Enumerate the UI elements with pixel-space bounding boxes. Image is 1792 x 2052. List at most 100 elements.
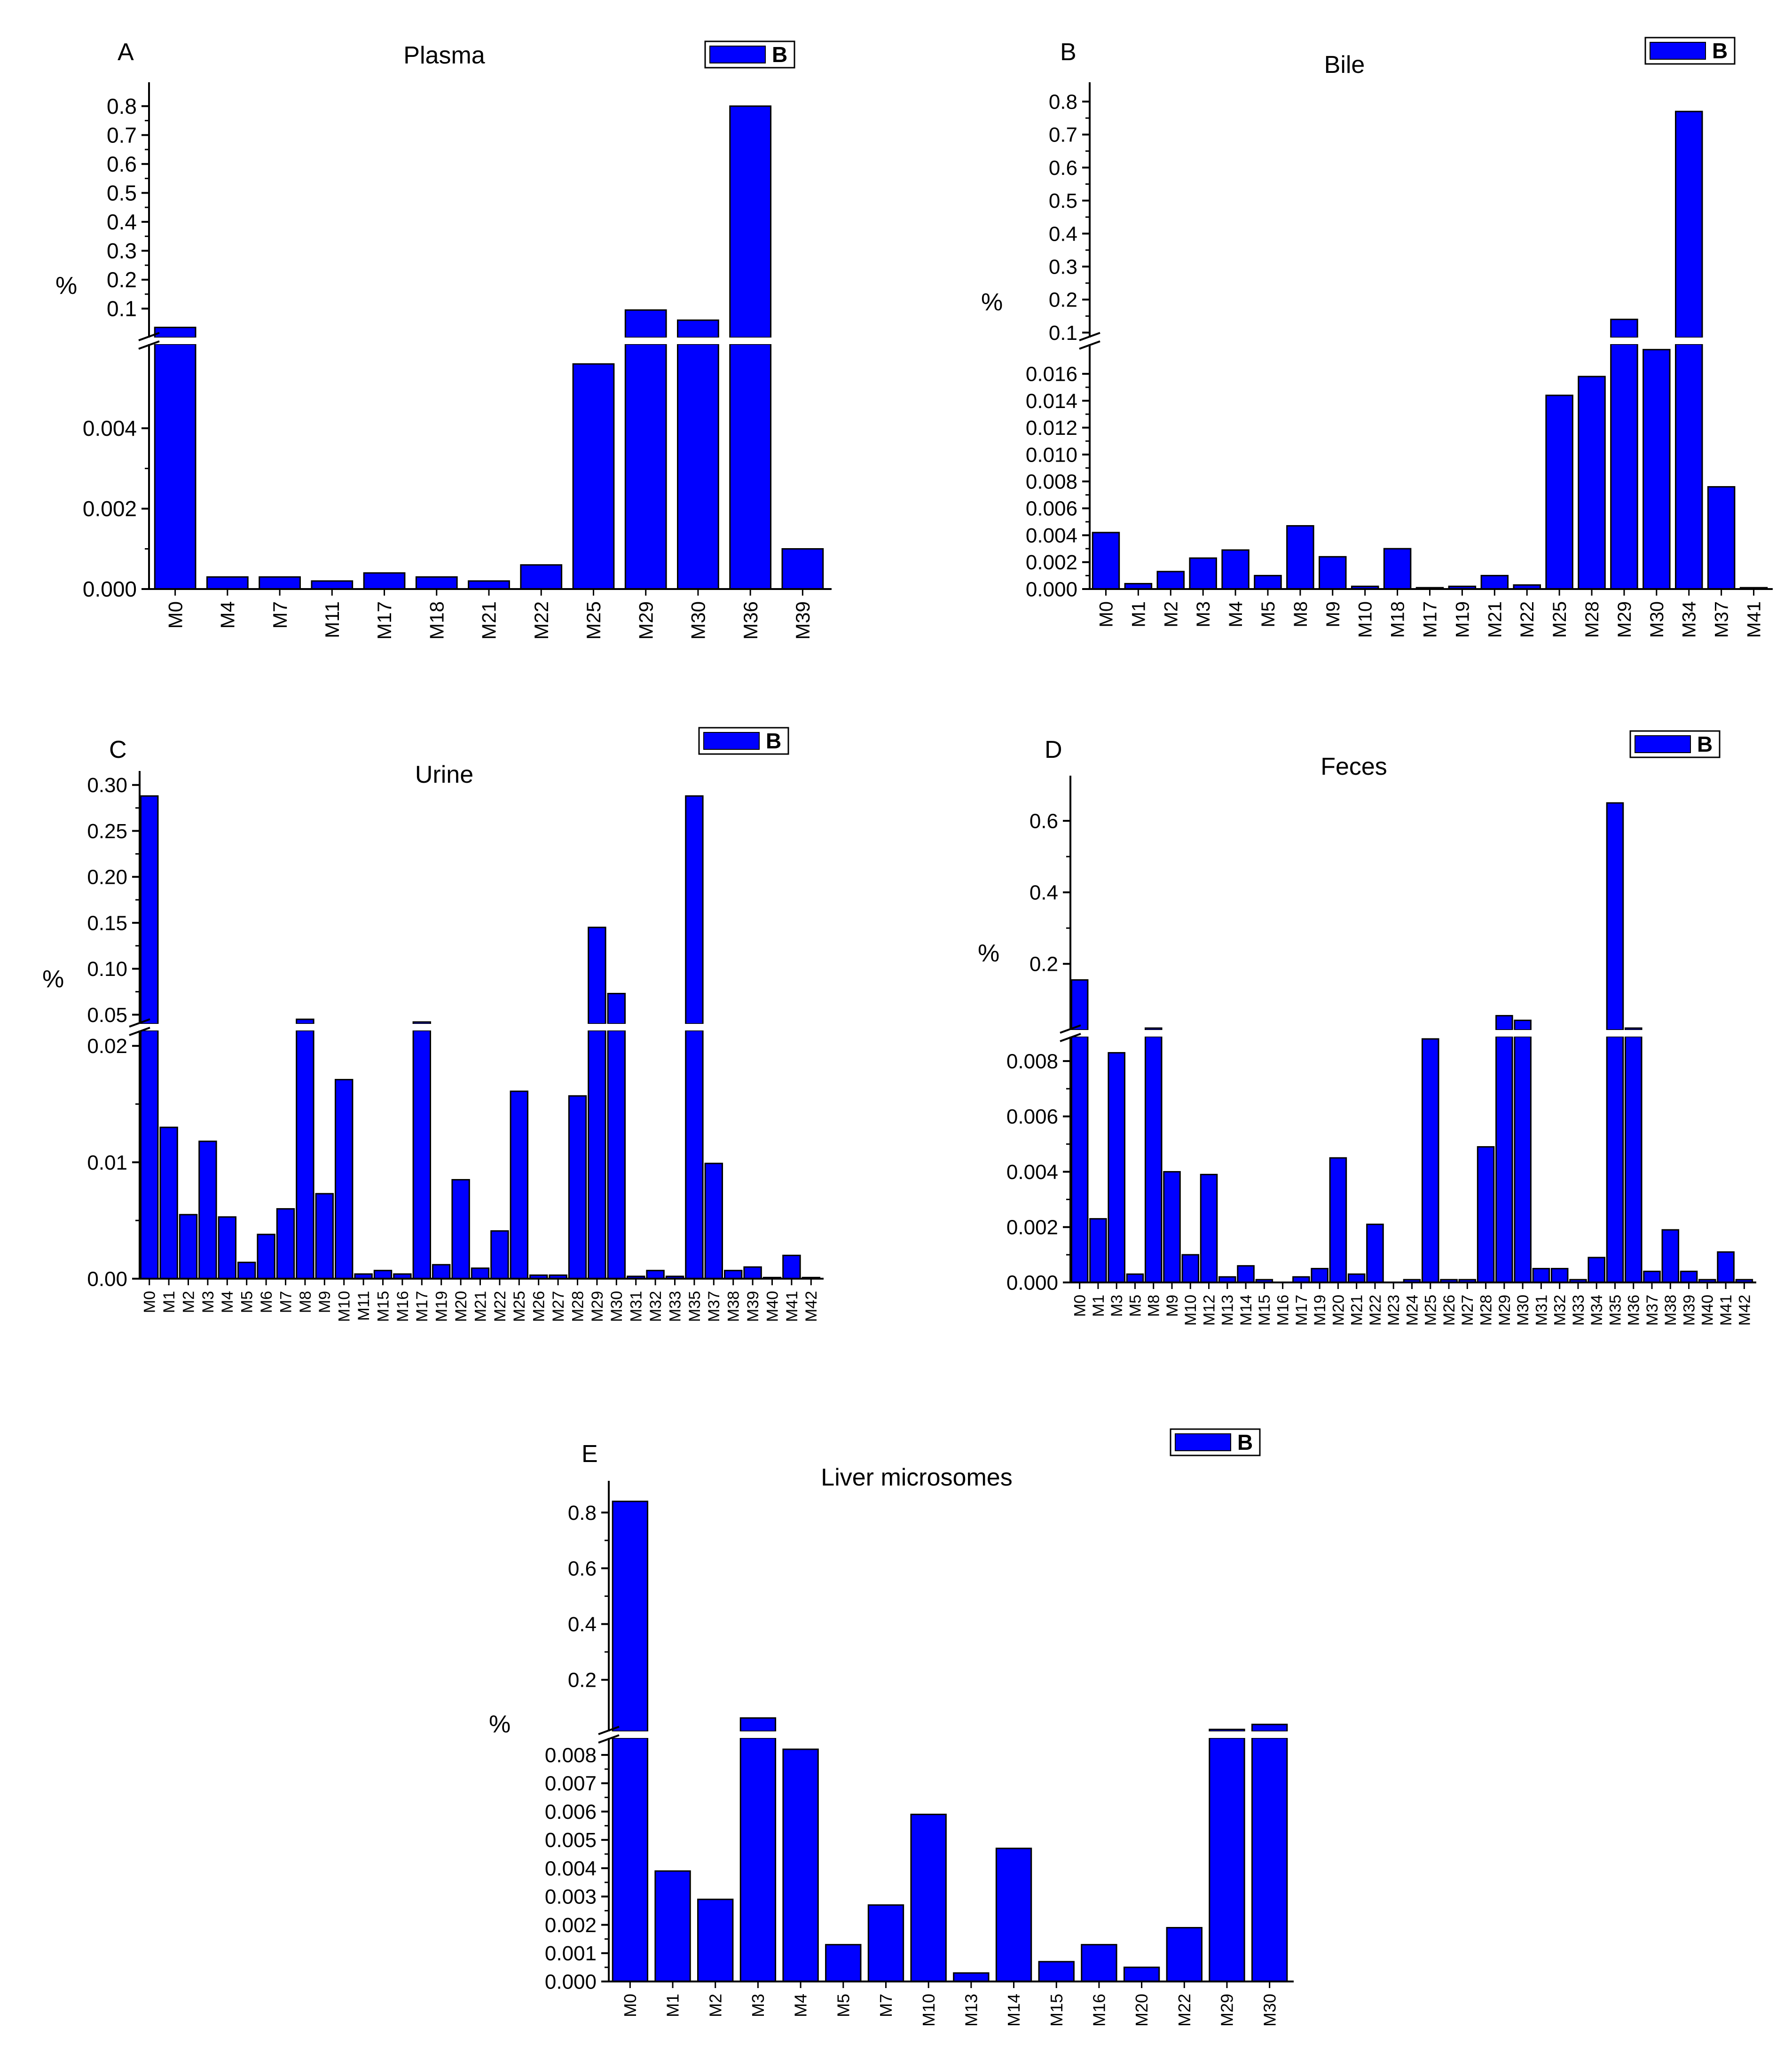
y-axis <box>129 771 150 1280</box>
y-tick-label: 0.004 <box>545 1857 597 1880</box>
y-tick-label: 0.002 <box>1026 551 1077 574</box>
x-tick-label: M17 <box>1293 1295 1311 1326</box>
bar-m3 <box>1189 557 1217 590</box>
x-tick-label: M1 <box>1090 1295 1108 1317</box>
legend-swatch <box>703 732 760 750</box>
chart-title: Feces <box>1320 753 1387 780</box>
bar-m35-upper <box>1606 802 1624 1031</box>
bar-m38 <box>1661 1229 1680 1283</box>
bar-m7 <box>276 1208 295 1280</box>
bar-m5 <box>1254 574 1282 590</box>
bar-m10 <box>910 1814 947 1982</box>
x-tick-label: M4 <box>791 1994 810 2017</box>
x-tick-label: M37 <box>1643 1295 1661 1326</box>
bar-m4 <box>782 1748 819 1982</box>
x-tick-label: M21 <box>472 1291 489 1322</box>
bar-m21 <box>1347 1273 1366 1283</box>
legend-swatch <box>1635 735 1691 753</box>
x-tick-label: M30 <box>687 601 709 640</box>
y-tick-labels: 0.000 0.002 0.004 0.006 0.008 0.2 0.4 0.6 <box>1006 810 1058 1294</box>
y-tick-label: 0.004 <box>83 416 137 440</box>
bar-m17 <box>363 572 406 590</box>
x-tick-labels: M0 M1 M2 M3 M4 M5 M6 M7 M8 M9 M10 M11 M15 M16 M17 M19 M2… <box>141 1291 821 1322</box>
bar-m29-upper <box>1209 1729 1245 1732</box>
bar-m37 <box>1707 486 1736 590</box>
y-tick-labels: 0.000 0.002 0.004 0.006 0.008 0.010 0.012 0.014… <box>1026 90 1077 601</box>
bar-m37 <box>704 1163 723 1280</box>
x-tick-label: M9 <box>1323 601 1344 628</box>
bar-m0-upper <box>1070 979 1089 1031</box>
x-tick-label: M10 <box>919 1994 938 2027</box>
x-tick-label: M24 <box>1403 1295 1421 1326</box>
bar-m0-upper <box>612 1501 649 1732</box>
x-tick-label: M5 <box>1258 601 1279 628</box>
bar-m39 <box>781 548 824 590</box>
bar-m25 <box>1421 1038 1439 1283</box>
y-tick-label: 0.6 <box>1049 157 1077 180</box>
x-tick-label: M37 <box>1712 601 1732 638</box>
x-tick-label: M11 <box>321 601 343 638</box>
y-tick-label: 0.008 <box>1026 471 1077 494</box>
x-tick-label: M28 <box>1582 601 1603 638</box>
x-tick-label: M29 <box>635 601 657 640</box>
x-tick-label: M42 <box>802 1291 820 1322</box>
x-tick-label: M22 <box>1367 1295 1384 1326</box>
legend-label: B <box>766 729 781 753</box>
legend-label: B <box>1712 39 1728 63</box>
y-tick-labels: 0.000 0.001 0.002 0.003 0.004 0.005 0.006 0.007… <box>545 1502 597 1994</box>
bar-m20 <box>1329 1157 1347 1283</box>
axis-break-mark <box>598 1734 620 1744</box>
axis-break-gap <box>144 338 833 344</box>
bar-m14 <box>1237 1265 1255 1283</box>
x-tick-label: M30 <box>1647 601 1667 638</box>
bar-m18 <box>415 576 458 590</box>
y-tick-label: 0.20 <box>87 866 127 889</box>
bar-series <box>140 795 821 1280</box>
bar-m2 <box>179 1214 198 1280</box>
x-tick-label: M41 <box>1717 1295 1735 1326</box>
y-tick-label: 0.4 <box>568 1613 597 1636</box>
y-tick-label: 0.15 <box>87 912 127 935</box>
y-tick-label: 0.8 <box>1049 90 1077 113</box>
bar-m22 <box>1166 1927 1203 1982</box>
bar-m4 <box>206 576 249 590</box>
y-axis-label: % <box>978 940 999 967</box>
bar-m29 <box>624 343 667 590</box>
x-tick-label: M32 <box>647 1291 665 1322</box>
x-tick-label: M4 <box>219 1291 236 1313</box>
bar-m19 <box>1311 1268 1328 1283</box>
bar-series <box>1070 802 1753 1283</box>
y-tick-label: 0.00 <box>87 1267 127 1290</box>
bar-m30 <box>1514 1036 1532 1283</box>
x-tick-label: M0 <box>1096 601 1116 628</box>
x-tick-label: M21 <box>1485 601 1505 638</box>
y-tick-label: 0.016 <box>1026 363 1077 386</box>
x-tick-label: M10 <box>1182 1295 1200 1326</box>
y-axis <box>1060 776 1081 1283</box>
axis-break-gap <box>604 1731 1296 1738</box>
bar-m14 <box>995 1848 1032 1982</box>
bar-m39 <box>743 1266 762 1280</box>
bar-m29-upper <box>624 309 667 338</box>
x-tick-label: M14 <box>1004 1994 1023 2027</box>
y-axis-label: % <box>42 966 64 993</box>
y-tick-label: 0.000 <box>1026 578 1077 601</box>
y-tick-label: 0.014 <box>1026 390 1077 413</box>
bar-m3 <box>739 1737 777 1982</box>
x-tick-label: M1 <box>160 1291 178 1313</box>
x-tick-label: M39 <box>744 1291 762 1322</box>
x-tick-label: M29 <box>1496 1295 1514 1326</box>
x-tick-label: M0 <box>621 1994 640 2017</box>
x-tick-label: M20 <box>1132 1994 1151 2027</box>
y-tick-label: 0.10 <box>87 958 127 981</box>
bar-m28 <box>1578 376 1606 590</box>
bar-m28 <box>1477 1146 1495 1283</box>
bar-m29-upper <box>1610 318 1638 338</box>
x-tick-label: M23 <box>1385 1295 1403 1326</box>
bar-m35 <box>685 1030 704 1280</box>
bar-m29-upper <box>588 927 606 1025</box>
bar-m2 <box>1156 571 1185 590</box>
y-axis <box>598 1481 620 1982</box>
